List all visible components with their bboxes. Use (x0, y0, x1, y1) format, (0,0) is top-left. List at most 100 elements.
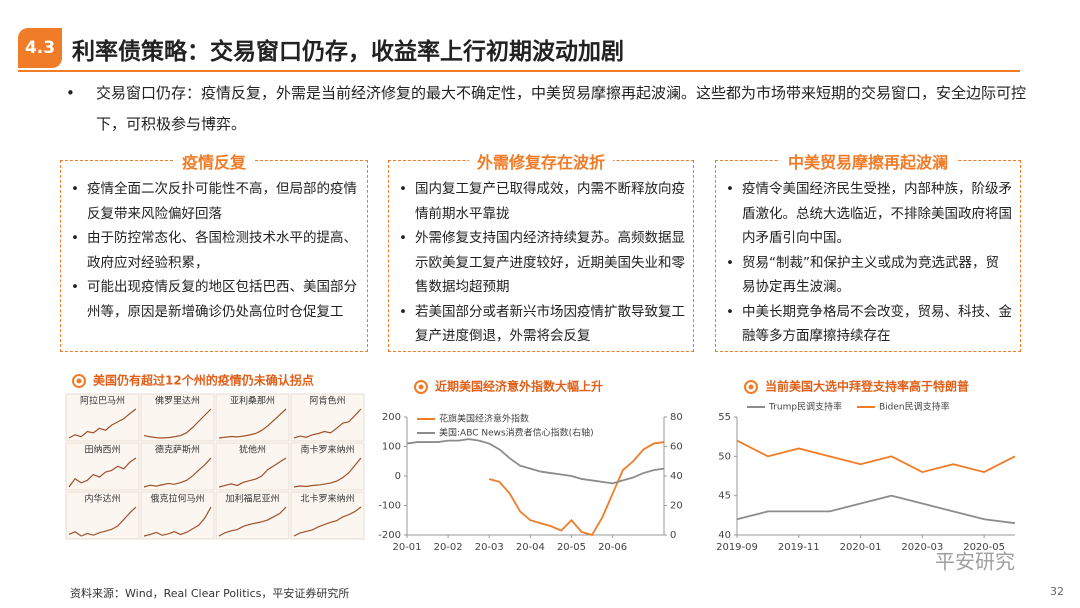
box-item: 中美长期竞争格局不会改变，贸易、科技、金融等多方面摩擦持续存在 (726, 300, 1012, 349)
y-tick-label: 100 (382, 442, 401, 453)
series-line (736, 439, 1016, 474)
legend-label: 美国:ABC News消费者信心指数(右轴) (439, 427, 594, 439)
panel-line (218, 408, 287, 439)
x-tick-label: 2019-09 (716, 542, 758, 553)
x-tick-label: 2020-03 (901, 542, 943, 553)
panel-label: 德克萨斯州 (155, 444, 200, 456)
panel-line (143, 457, 212, 488)
x-tick-label: 20-02 (434, 542, 463, 553)
y-tick-label: 45 (718, 491, 731, 502)
info-box: 外需修复存在波折国内复工复产已取得成效，内需不断释放向疫情前期水平靠拢外需修复支… (388, 153, 694, 352)
chart-title: 近期美国经济意外指数大幅上升 (435, 379, 603, 394)
title-icon (414, 380, 428, 394)
panel-label: 田纳西州 (84, 444, 120, 456)
panel-label: 俄克拉何马州 (150, 493, 204, 505)
panel-bg (65, 442, 140, 491)
legend-label: Trump民调支持率 (768, 401, 842, 413)
box-title-wrap: 中美贸易摩擦再起波澜 (716, 149, 1020, 173)
legend-label: Biden民调支持率 (879, 401, 950, 413)
page-number: 32 (1050, 585, 1064, 598)
box-item: 可能出现疫情反复的地区包括巴西、美国部分州等，原因是新增确诊仍处高位时仓促复工 (71, 275, 359, 324)
y-tick-label: 40 (718, 530, 731, 541)
panel-bg (290, 442, 365, 491)
panel-line (218, 506, 287, 537)
box-title-wrap: 疫情反复 (61, 149, 367, 173)
panel-label: 北卡罗来纳州 (300, 493, 354, 505)
x-tick-label: 2019-11 (778, 542, 820, 553)
panel-line (68, 457, 137, 488)
x-tick-label: 2020-01 (840, 542, 882, 553)
panel-bg (290, 491, 365, 540)
info-box: 中美贸易摩擦再起波澜疫情令美国经济民生受挫，内部种族，阶级矛盾激化。总统大选临近… (715, 153, 1021, 352)
y2-tick-label: 40 (670, 471, 683, 482)
panel-label: 佛罗里达州 (155, 395, 200, 407)
panel-line (143, 408, 212, 439)
panel-line (218, 457, 287, 488)
x-tick-label: 2020-05 (963, 542, 1005, 553)
box-item: 若美国部分或者新兴市场因疫情扩散导致复工复产进度倒退，外需将会反复 (399, 300, 685, 349)
y-tick-label: -200 (378, 530, 401, 541)
y-tick-label: 0 (395, 471, 401, 482)
panel-line (143, 506, 212, 537)
box-item: 疫情全面二次反扑可能性不高，但局部的疫情反复带来风险偏好回落 (71, 177, 359, 226)
title-icon-dot (76, 378, 82, 384)
chart-title: 当前美国大选中拜登支持率高于特朗普 (765, 379, 969, 394)
info-box: 疫情反复疫情全面二次反扑可能性不高，但局部的疫情反复带来风险偏好回落由于防控常态… (60, 153, 368, 352)
y2-tick-label: 0 (670, 530, 676, 541)
panel-label: 内华达州 (84, 493, 120, 505)
series-line (488, 441, 665, 537)
intro-bullet: 交易窗口仍存：疫情反复，外需是当前经济修复的最大不确定性，中美贸易摩擦再起波澜。… (66, 78, 1046, 140)
x-tick-label: 20-04 (516, 542, 545, 553)
box-item: 外需修复支持国内经济持续复苏。高频数据显示欧美复工复产进度较好，近期美国失业和零… (399, 226, 685, 300)
watermark: 平安研究 (935, 550, 1015, 574)
panel-line (68, 506, 137, 537)
y-tick-label: 200 (382, 412, 401, 423)
y2-tick-label: 20 (670, 501, 683, 512)
panel-label: 犹他州 (239, 444, 266, 456)
box-title-wrap: 外需修复存在波折 (389, 149, 693, 173)
panel-bg (140, 442, 215, 491)
box-title: 中美贸易摩擦再起波澜 (779, 153, 956, 172)
x-tick-label: 20-01 (392, 542, 421, 553)
panel-line (293, 408, 362, 439)
y-tick-label: 50 (718, 451, 731, 462)
legend-label: 花旗美国经济意外指数 (439, 413, 529, 425)
box-item: 国内复工复产已取得成效，内需不断释放向疫情前期水平靠拢 (399, 177, 685, 226)
y-tick-label: -100 (378, 501, 401, 512)
box-title: 疫情反复 (173, 153, 254, 172)
box-title: 外需修复存在波折 (468, 153, 613, 172)
panel-line (293, 457, 362, 488)
x-tick-label: 20-03 (475, 542, 504, 553)
y-tick-label: 55 (718, 412, 731, 423)
panel-label: 阿肯色州 (309, 395, 345, 407)
panel-label: 加利福尼亚州 (225, 493, 279, 505)
source-note: 资料来源：Wind，Real Clear Politics，平安证券研究所 (70, 587, 350, 600)
chart-title: 美国仍有超过12个州的疫情仍未确认拐点 (93, 373, 314, 388)
x-tick-label: 20-05 (557, 542, 586, 553)
box-item: 由于防控常态化、各国检测技术水平的提高、政府应对经验积累， (71, 226, 359, 275)
panel-bg (140, 491, 215, 540)
panel-label: 南卡罗来纳州 (300, 444, 354, 456)
y2-tick-label: 80 (670, 412, 683, 423)
slide-title: 利率债策略：交易窗口仍存，收益率上行初期波动加剧 (72, 39, 624, 65)
panel-line (68, 408, 137, 439)
panel-bg (65, 393, 140, 442)
title-icon-dot (748, 384, 754, 390)
box-item: 贸易“制裁”和保护主义或成为竞选武器，贸易协定再生波澜。 (726, 251, 1012, 300)
x-tick-label: 20-06 (598, 542, 627, 553)
y2-tick-label: 60 (670, 442, 683, 453)
box-item: 疫情令美国经济民生受挫，内部种族，阶级矛盾激化。总统大选临近，不排除美国政府将国… (726, 177, 1012, 251)
panel-line (293, 506, 362, 537)
title-icon (72, 374, 86, 388)
panel-bg (290, 393, 365, 442)
title-icon (744, 380, 758, 394)
series-line (736, 494, 1016, 525)
panel-label: 阿拉巴马州 (80, 395, 125, 407)
panel-bg (215, 442, 290, 491)
title-rule (18, 70, 1020, 72)
section-badge: 4.3 (18, 28, 62, 68)
title-icon-dot (418, 384, 424, 390)
series-line (406, 438, 665, 485)
